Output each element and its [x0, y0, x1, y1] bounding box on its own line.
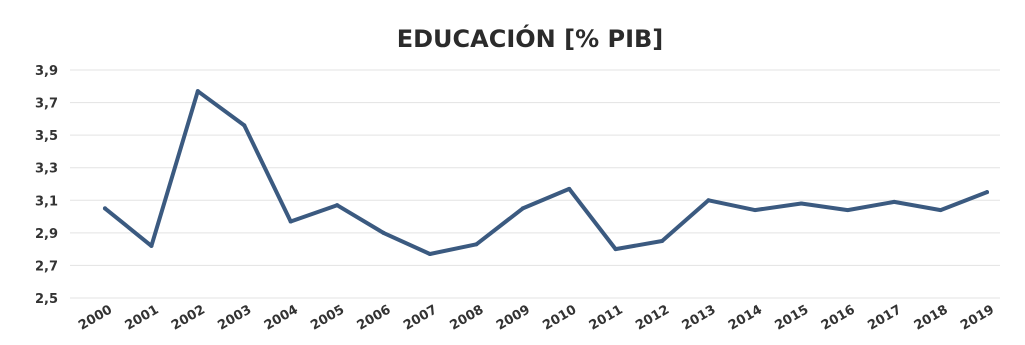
data-point	[149, 243, 154, 248]
y-tick-label: 3,7	[35, 97, 58, 112]
data-point	[799, 201, 804, 206]
y-tick-label: 3,3	[35, 162, 58, 177]
data-point	[706, 198, 711, 203]
data-point	[195, 89, 200, 94]
data-point	[567, 186, 572, 191]
data-point	[474, 242, 479, 247]
data-point	[103, 206, 107, 211]
data-point	[288, 219, 293, 224]
data-point	[985, 190, 989, 195]
y-axis-ticks: 2,5 2,7 2,9 3,1 3,3 3,5 3,7 3,9	[35, 64, 58, 307]
series-line	[103, 89, 989, 256]
data-point	[660, 239, 665, 243]
data-point	[752, 208, 757, 213]
data-point	[520, 206, 525, 211]
y-tick-label: 3,5	[35, 129, 58, 144]
series-layer	[103, 89, 989, 257]
data-point	[845, 208, 850, 213]
data-point	[613, 247, 618, 252]
data-point	[427, 252, 432, 257]
data-point	[335, 203, 340, 208]
y-tick-label: 3,1	[35, 194, 58, 209]
y-tick-label: 2,9	[35, 227, 58, 242]
chart-title: EDUCACIÓN [% PIB]	[397, 23, 664, 53]
data-point	[381, 230, 386, 235]
data-point	[892, 199, 897, 204]
grid-layer	[70, 69, 1000, 299]
data-point	[242, 123, 247, 128]
y-tick-label: 2,7	[35, 259, 58, 274]
y-tick-label: 3,9	[35, 64, 58, 79]
y-tick-label: 2,5	[35, 292, 58, 307]
data-point	[938, 208, 943, 213]
